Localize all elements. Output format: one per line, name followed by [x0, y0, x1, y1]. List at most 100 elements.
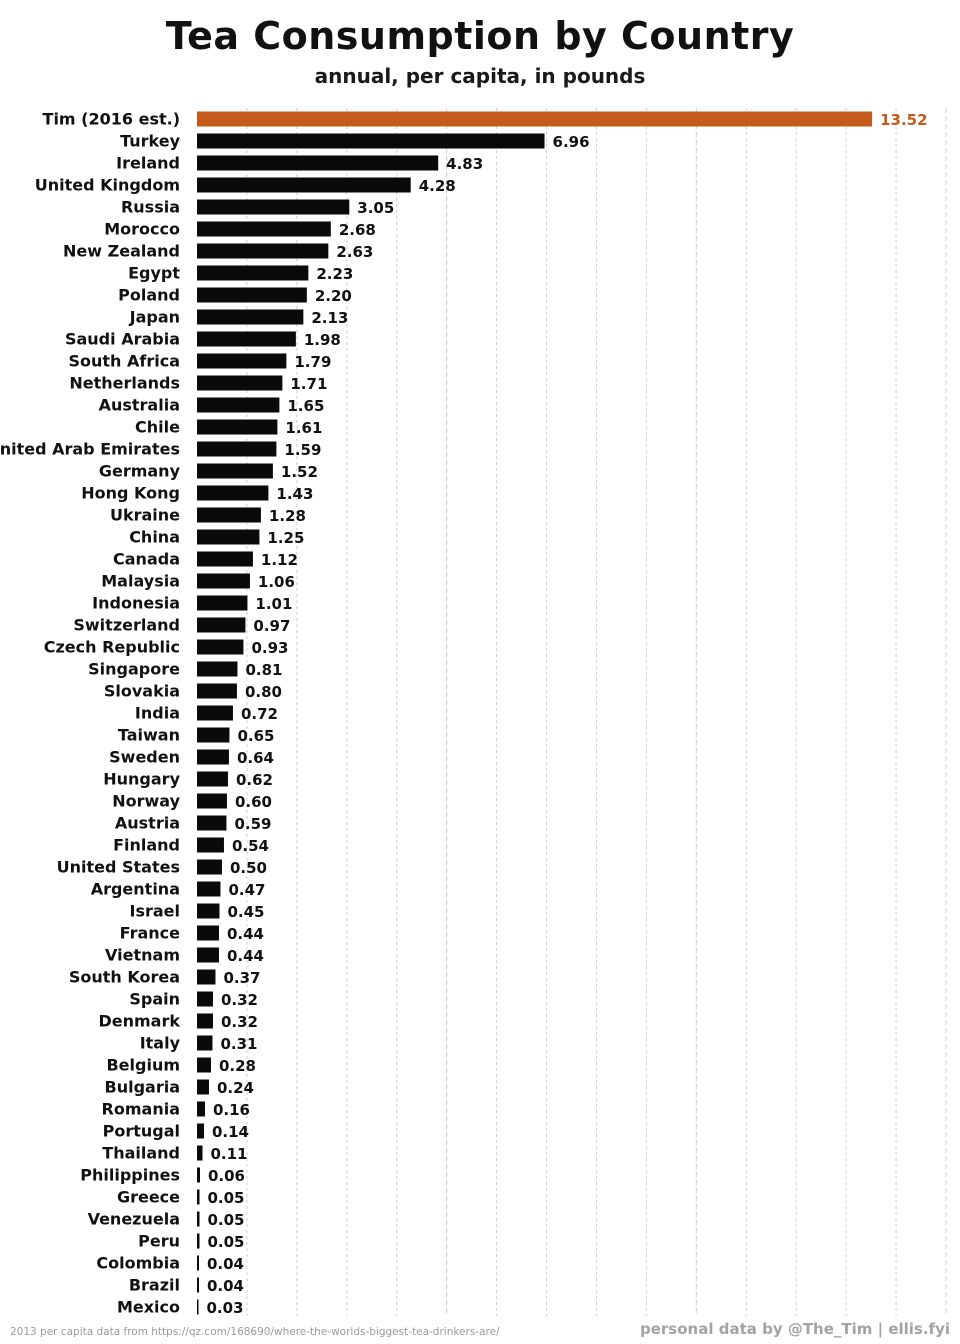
value-label: 2.63: [336, 243, 373, 261]
bar: [197, 331, 296, 347]
chart-subtitle: annual, per capita, in pounds: [314, 64, 646, 88]
bar: [197, 1299, 199, 1315]
value-label: 0.80: [245, 683, 282, 701]
bar: [197, 1079, 209, 1095]
bar: [197, 815, 227, 831]
category-label: Belgium: [106, 1056, 180, 1075]
value-label: 0.28: [219, 1057, 256, 1075]
category-label: Singapore: [88, 660, 180, 679]
category-label: South Korea: [69, 968, 180, 987]
category-label: United Kingdom: [35, 176, 180, 195]
bar: [197, 375, 283, 391]
category-label: Australia: [99, 396, 180, 415]
category-label: United Arab Emirates: [0, 440, 180, 459]
value-label: 3.05: [357, 199, 394, 217]
value-label: 2.20: [315, 287, 352, 305]
category-label: Greece: [117, 1188, 180, 1207]
value-label: 4.28: [419, 177, 456, 195]
value-label: 0.65: [237, 727, 274, 745]
value-label: 0.04: [207, 1255, 244, 1273]
value-label: 0.72: [241, 705, 278, 723]
category-label: Brazil: [129, 1276, 180, 1295]
credit-text: personal data by @The_Tim | ellis.fyi: [640, 1320, 950, 1338]
category-label: Spain: [129, 990, 180, 1009]
category-label: Saudi Arabia: [65, 330, 180, 349]
category-label: Netherlands: [69, 374, 180, 393]
category-label: Austria: [115, 814, 180, 833]
bar: [197, 221, 331, 237]
category-label: Egypt: [128, 264, 180, 283]
bar: [197, 155, 439, 171]
category-label: Mexico: [117, 1298, 180, 1317]
category-label: China: [129, 528, 180, 547]
bar: [197, 265, 309, 281]
value-label: 1.65: [287, 397, 324, 415]
bar: [197, 1057, 211, 1073]
category-label: Venezuela: [88, 1210, 180, 1229]
source-note: 2013 per capita data from https://qz.com…: [10, 1326, 500, 1338]
value-label: 0.93: [251, 639, 288, 657]
bar: [197, 903, 220, 919]
value-label: 0.14: [212, 1123, 249, 1141]
value-label: 0.04: [207, 1277, 244, 1295]
value-label: 0.32: [221, 991, 258, 1009]
value-label: 0.50: [230, 859, 267, 877]
bar: [197, 727, 230, 743]
category-label: New Zealand: [63, 242, 180, 261]
value-label: 0.32: [221, 1013, 258, 1031]
chart-title: Tea Consumption by Country: [165, 14, 795, 58]
value-label: 0.31: [220, 1035, 257, 1053]
value-label: 0.62: [236, 771, 273, 789]
bar: [197, 771, 228, 787]
value-label: 0.06: [208, 1167, 245, 1185]
bar: [197, 1233, 200, 1249]
category-label: Norway: [112, 792, 180, 811]
bar: [197, 419, 278, 435]
bar: [197, 617, 246, 633]
category-label: Turkey: [120, 132, 181, 151]
category-label: South Africa: [68, 352, 180, 371]
bar: [197, 199, 350, 215]
value-label: 2.68: [339, 221, 376, 239]
bar: [197, 243, 329, 259]
value-label: 1.71: [290, 375, 327, 393]
category-label: Vietnam: [105, 946, 180, 965]
bar: [197, 595, 248, 611]
category-label: Ukraine: [110, 506, 180, 525]
category-label: Argentina: [91, 880, 180, 899]
value-label: 0.54: [232, 837, 269, 855]
bar: [197, 969, 216, 985]
category-label: Japan: [129, 308, 180, 327]
bar: [197, 661, 238, 677]
bar: [197, 1035, 213, 1051]
bar: [197, 1101, 205, 1117]
bar: [197, 991, 213, 1007]
bar: [197, 705, 233, 721]
category-label: Czech Republic: [44, 638, 180, 657]
bar: [197, 573, 250, 589]
category-label: Denmark: [98, 1012, 180, 1031]
category-label: Philippines: [80, 1166, 180, 1185]
bar: [197, 1189, 200, 1205]
category-label: Taiwan: [118, 726, 180, 745]
value-label: 0.45: [227, 903, 264, 921]
value-label: 0.05: [207, 1189, 244, 1207]
value-label: 0.47: [228, 881, 265, 899]
bar: [197, 463, 273, 479]
category-label: Tim (2016 est.): [43, 110, 180, 129]
value-label: 0.81: [245, 661, 282, 679]
value-label: 1.12: [261, 551, 298, 569]
bar: [197, 925, 219, 941]
value-label: 1.52: [281, 463, 318, 481]
value-label: 4.83: [446, 155, 483, 173]
bar: [197, 1211, 200, 1227]
category-label: Poland: [118, 286, 180, 305]
category-label: Peru: [138, 1232, 180, 1251]
bar: [197, 881, 221, 897]
value-label: 1.28: [269, 507, 306, 525]
category-label: Malaysia: [101, 572, 180, 591]
bar: [197, 837, 224, 853]
bar: [197, 309, 304, 325]
bar: [197, 441, 277, 457]
